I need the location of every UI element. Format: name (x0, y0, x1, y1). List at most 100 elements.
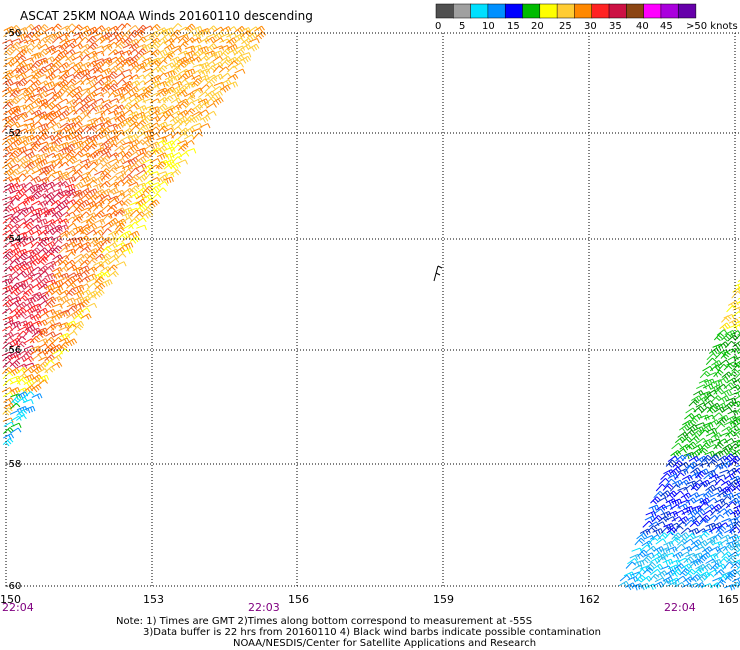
wind-barb (731, 311, 740, 318)
wind-barb (659, 547, 671, 555)
wind-barb (66, 312, 78, 320)
wind-barb (135, 55, 146, 63)
wind-barb (642, 520, 654, 528)
wind-barb (31, 320, 43, 327)
wind-barb (663, 540, 675, 549)
wind-barb (38, 207, 50, 214)
wind-barb (72, 324, 84, 332)
wind-barb (149, 115, 161, 123)
wind-barb (17, 111, 28, 118)
lat-label: -58 (5, 459, 21, 470)
wind-barb (712, 465, 723, 473)
wind-barb (72, 242, 84, 249)
wind-barb (3, 56, 15, 63)
wind-barb (9, 105, 21, 113)
wind-barb (114, 121, 126, 130)
wind-barb (9, 89, 20, 99)
wind-barb (219, 84, 231, 93)
wind-barb (716, 383, 728, 390)
wind-barb (17, 279, 29, 287)
wind-barb (143, 204, 154, 213)
wind-barb (9, 163, 21, 170)
wind-barb (699, 515, 711, 524)
wind-barb (64, 276, 76, 285)
wind-barb (220, 26, 232, 33)
wind-barb (143, 72, 154, 79)
wind-barb (651, 552, 663, 559)
wind-barb (135, 48, 147, 57)
wind-barb (157, 41, 168, 49)
wind-barb (24, 306, 36, 315)
wind-barb (44, 348, 56, 355)
legend-swatch (504, 3, 524, 19)
wind-barb (149, 24, 161, 31)
wind-barb (58, 73, 69, 82)
wind-barb (24, 385, 36, 393)
wind-barb (66, 89, 77, 98)
wind-barb (149, 126, 160, 134)
wind-barb (86, 91, 98, 100)
wind-barb (22, 174, 34, 182)
wind-barb (86, 302, 98, 309)
wind-barb (716, 438, 728, 444)
wind-barb (58, 295, 70, 304)
wind-barb (712, 343, 724, 351)
wind-barb (654, 521, 666, 527)
wind-barb (51, 309, 63, 317)
wind-barb (10, 350, 22, 359)
wind-barb (675, 575, 687, 582)
wind-barb (163, 114, 175, 122)
wind-barb (52, 90, 64, 99)
wind-barb (44, 186, 56, 193)
wind-barb (52, 227, 63, 236)
wind-barb (696, 574, 708, 583)
wind-barb (9, 121, 21, 129)
wind-barb (737, 458, 740, 462)
wind-barb (9, 156, 20, 165)
wind-barb (115, 23, 127, 31)
wind-barb (108, 175, 119, 182)
wind-barb (129, 216, 141, 224)
wind-barb (30, 175, 42, 184)
wind-barb (9, 380, 21, 386)
wind-barb (29, 54, 41, 62)
wind-barb (23, 349, 34, 358)
wind-barb (184, 50, 196, 58)
wind-barb (121, 151, 133, 160)
wind-barb (657, 532, 669, 540)
wind-barb (128, 185, 140, 194)
wind-barb (108, 187, 120, 196)
wind-barb (718, 359, 730, 366)
wind-barb (693, 426, 705, 433)
wind-barb (107, 90, 119, 98)
wind-barb (121, 59, 132, 68)
legend-label-30: 30 (584, 21, 597, 32)
wind-barb (164, 140, 176, 148)
wind-barb (44, 241, 56, 249)
wind-barb (15, 54, 27, 63)
wind-barb (58, 342, 70, 351)
wind-barb (73, 127, 85, 136)
wind-barb (671, 568, 682, 577)
wind-barb (149, 150, 160, 158)
wind-barb (2, 187, 14, 194)
wind-barb (720, 480, 732, 487)
wind-barb (670, 559, 682, 566)
wind-barb (690, 483, 702, 492)
wind-barb (636, 532, 648, 540)
wind-barb (80, 114, 91, 122)
wind-barb (38, 59, 49, 68)
wind-barb (17, 44, 29, 53)
wind-barb (713, 514, 725, 522)
wind-barb (664, 531, 675, 540)
wind-barb (30, 114, 42, 121)
wind-barb (65, 165, 77, 172)
wind-barb (22, 181, 34, 189)
wind-barb (688, 561, 700, 569)
legend-swatch (470, 3, 489, 19)
wind-barb (618, 580, 630, 588)
wind-barb (178, 41, 189, 50)
wind-barb (128, 86, 140, 94)
wind-barb (176, 159, 188, 165)
